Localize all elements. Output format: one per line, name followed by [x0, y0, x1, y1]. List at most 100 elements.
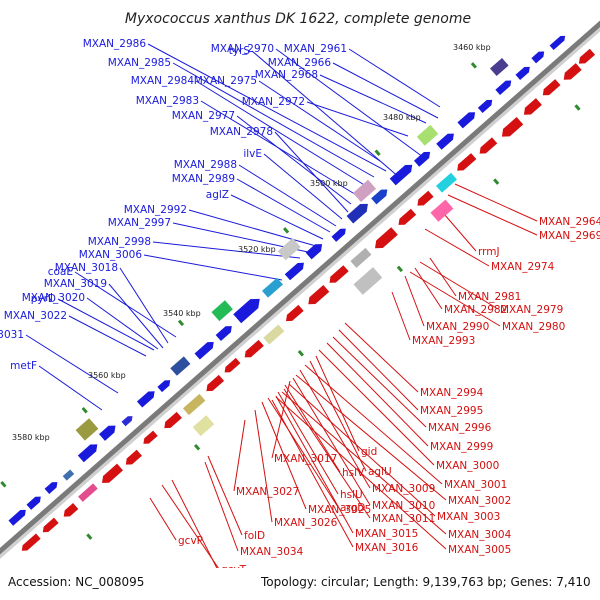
- gene-label: MXAN_2964: [539, 216, 600, 228]
- gene-feature: [305, 244, 323, 260]
- gene-label: MXAN_2989: [172, 173, 235, 185]
- gene-feature: [542, 79, 561, 96]
- marker-dot: [282, 227, 290, 234]
- leader-line: [238, 164, 337, 227]
- gene-feature: [125, 449, 142, 465]
- gene-feature: [263, 324, 285, 345]
- leader-line: [74, 271, 177, 338]
- leader-line: [195, 80, 367, 187]
- marker-dot: [493, 178, 500, 185]
- gene-feature: [371, 189, 388, 205]
- leader-line: [409, 271, 501, 327]
- gene-feature: [489, 57, 509, 77]
- gene-label: rrmJ: [478, 246, 500, 258]
- gene-label: aglZ: [206, 189, 229, 201]
- leader-line: [284, 384, 341, 473]
- gene-label: MXAN_3011: [372, 513, 435, 525]
- gene-label: MXAN_3027: [236, 486, 299, 498]
- gene-feature: [531, 51, 545, 64]
- leader-line: [319, 74, 427, 124]
- gene-feature: [157, 380, 171, 393]
- gene-feature: [206, 374, 225, 392]
- scale-tick-label: 3520 kbp: [238, 245, 276, 254]
- leader-line: [251, 50, 401, 179]
- leader-line: [86, 297, 159, 350]
- gene-feature: [182, 393, 206, 416]
- leader-line: [147, 43, 387, 172]
- marker-dot: [574, 104, 581, 111]
- leader-line: [57, 298, 155, 351]
- leader-line: [275, 395, 354, 534]
- scale-tick-label: 3500 kbp: [310, 179, 348, 188]
- marker-dot: [86, 533, 93, 540]
- gene-feature: [62, 469, 75, 481]
- gene-label: MXAN_2961: [284, 43, 347, 55]
- leader-line: [283, 388, 371, 519]
- gene-feature: [479, 137, 498, 154]
- gene-feature: [233, 298, 260, 324]
- gene-feature: [63, 503, 79, 517]
- gene-feature: [477, 99, 493, 114]
- gene-feature: [501, 116, 524, 137]
- gene-label: pyrD: [31, 293, 56, 305]
- leader-line: [332, 62, 439, 119]
- gene-label: MXAN_3010: [372, 500, 435, 512]
- gene-label: MXAN_2988: [174, 159, 237, 171]
- gene-label: MXAN_3018: [55, 262, 118, 274]
- gene-label: metF: [10, 360, 37, 372]
- leader-line: [204, 461, 239, 552]
- gene-label: hslU: [340, 489, 363, 501]
- gene-feature: [417, 190, 434, 206]
- gene-label: MXAN_3031: [0, 329, 24, 341]
- leader-line: [447, 194, 538, 236]
- leader-line: [38, 365, 103, 411]
- gene-label: MXAN_2996: [428, 422, 492, 434]
- leader-line: [344, 322, 419, 393]
- leader-line: [315, 355, 360, 452]
- gene-label: MXAN_2992: [124, 204, 187, 216]
- gene-label: MXAN_3000: [436, 460, 499, 472]
- gene-feature: [102, 463, 123, 483]
- gene-label: MXAN_2998: [88, 236, 151, 248]
- gene-feature: [262, 277, 283, 298]
- gene-feature: [224, 357, 241, 373]
- gene-feature: [211, 300, 233, 322]
- gene-label: folD: [244, 530, 265, 542]
- leader-line: [429, 257, 457, 297]
- gene-label: MXAN_2977: [172, 110, 235, 122]
- leader-line: [207, 455, 243, 536]
- gene-label: MXAN_3002: [448, 495, 511, 507]
- gene-feature: [215, 326, 232, 342]
- gene-feature: [416, 124, 439, 146]
- gene-label: MXAN_3034: [240, 546, 304, 558]
- leader-line: [292, 377, 371, 506]
- leader-line: [172, 62, 375, 178]
- leader-line: [277, 391, 339, 495]
- leader-line: [332, 336, 427, 428]
- gene-feature: [164, 411, 182, 429]
- scale-tick-label: 3560 kbp: [88, 371, 126, 380]
- leader-line: [318, 349, 435, 466]
- gene-feature: [284, 262, 304, 281]
- gene-label: MXAN_2979: [500, 304, 563, 316]
- gene-feature: [353, 179, 376, 203]
- gene-feature: [430, 199, 454, 222]
- leader-line: [271, 399, 354, 548]
- gene-feature: [244, 339, 264, 358]
- gene-label: ilvE: [243, 148, 262, 160]
- leader-line: [275, 48, 424, 158]
- gene-feature: [329, 265, 349, 283]
- gene-feature: [136, 391, 155, 408]
- marker-dot: [297, 350, 305, 357]
- leader-line: [271, 380, 291, 459]
- gene-feature: [21, 533, 41, 551]
- marker-dot: [0, 481, 7, 488]
- gene-label: MXAN_2966: [268, 57, 332, 69]
- gene-label: MXAN_3025: [308, 504, 371, 516]
- gene-feature: [563, 63, 582, 80]
- leader-line: [161, 484, 220, 570]
- gene-label: MXAN_3003: [437, 511, 500, 523]
- gene-feature: [286, 304, 304, 322]
- map-title: Myxococcus xanthus DK 1622, complete gen…: [125, 11, 471, 27]
- scale-tick-label: 3480 kbp: [383, 113, 421, 122]
